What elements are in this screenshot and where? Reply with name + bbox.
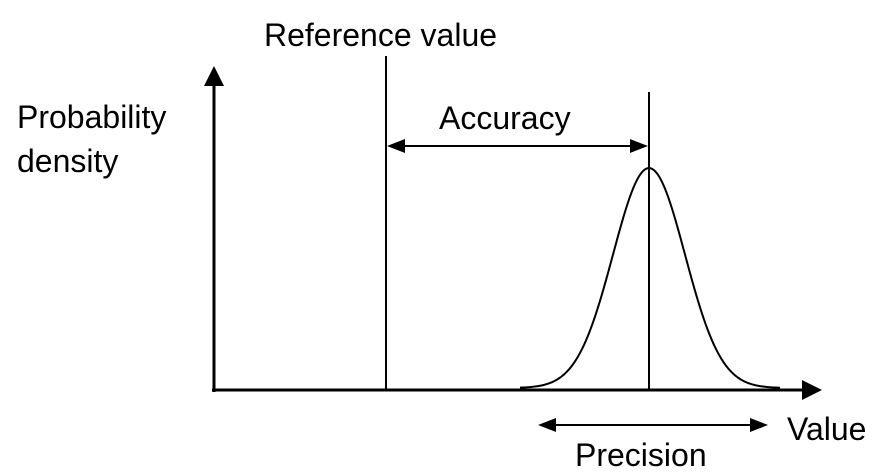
accuracy-arrowhead-left [387, 139, 405, 153]
distribution-curve [519, 167, 781, 389]
y-axis-label-line2: density [17, 143, 118, 179]
y-axis-arrowhead [204, 66, 224, 86]
precision-arrowhead-right [750, 418, 768, 432]
reference-value-label: Reference value [264, 17, 497, 53]
precision-arrowhead-left [538, 418, 556, 432]
precision-label: Precision [575, 437, 707, 472]
accuracy-label: Accuracy [439, 100, 571, 136]
x-axis-label: Value [787, 411, 866, 447]
x-axis-arrowhead [802, 380, 822, 400]
y-axis-label-line1: Probability [17, 99, 166, 135]
accuracy-arrowhead-right [630, 139, 648, 153]
